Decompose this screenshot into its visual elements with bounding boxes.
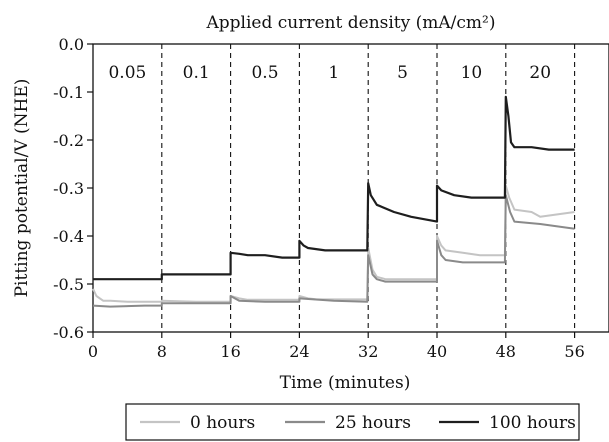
segment-label: 10	[461, 63, 483, 83]
x-tick-label: 56	[564, 342, 584, 361]
x-tick-label: 0	[88, 342, 98, 361]
plot-frame	[92, 43, 609, 333]
y-tick-label: -0.5	[53, 275, 84, 294]
legend-label: 100 hours	[489, 413, 576, 433]
segment-label: 0.05	[108, 63, 146, 83]
plot-area: 0.05 0.1 0.5 1 5 10 20 0 8 16 24 32 40 48 56 0.0 -0.1 -0.…	[53, 35, 609, 361]
legend-label: 0 hours	[190, 413, 255, 433]
x-tick-label: 48	[496, 342, 516, 361]
x-tick-label: 32	[358, 342, 378, 361]
x-tick-label: 24	[289, 342, 309, 361]
segment-label: 0.1	[183, 63, 210, 83]
y-tick-label: -0.2	[53, 131, 84, 150]
x-tick-label: 8	[157, 342, 167, 361]
y-tick-label: -0.3	[53, 179, 84, 198]
segment-label: 20	[529, 63, 551, 83]
y-tick-label: -0.6	[53, 323, 84, 342]
series-line-100-hours	[93, 95, 575, 281]
legend: 0 hours 25 hours 100 hours	[125, 403, 580, 441]
segment-label: 5	[397, 63, 408, 83]
series-line-25-hours	[92, 194, 575, 308]
series-line-0-hours	[92, 184, 575, 303]
legend-box	[125, 403, 580, 441]
y-tick-label: -0.1	[53, 83, 84, 102]
x-tick-label: 40	[427, 342, 447, 361]
y-tick-label: 0.0	[59, 35, 84, 54]
segment-label: 0.5	[251, 63, 278, 83]
x-axis-title: Time (minutes)	[280, 373, 411, 393]
y-tick-label: -0.4	[53, 227, 84, 246]
legend-label: 25 hours	[335, 413, 411, 433]
y-axis-title: Pitting potential/V (NHE)	[12, 79, 32, 298]
segment-label: 1	[328, 63, 339, 83]
chart-title: Applied current density (mA/cm²)	[206, 13, 496, 33]
x-tick-label: 16	[220, 342, 240, 361]
